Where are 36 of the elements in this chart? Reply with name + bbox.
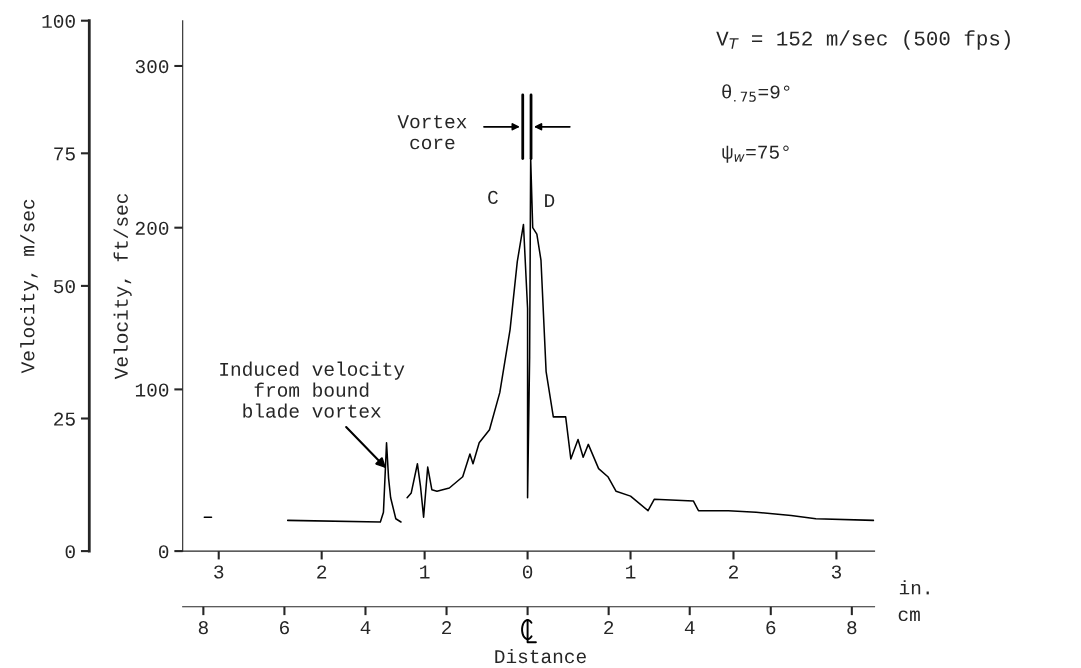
annotation: C xyxy=(488,190,498,204)
annotation: θ$_{.75}$=9° xyxy=(722,84,790,102)
x-axis-title: in. xyxy=(899,580,929,595)
annotation: V$_{T}$ = 152 m/sec (500 fps) xyxy=(716,30,1010,50)
annotation: ψ$_{w}$=75° xyxy=(722,145,789,163)
y-tick-label: 200 xyxy=(135,221,169,235)
y-tick-label: 0 xyxy=(159,545,169,559)
y-axis-title: Velocity, ft/sec xyxy=(113,193,132,380)
x-tick-label: 2 xyxy=(729,565,738,579)
x2-axis-title: cm xyxy=(898,610,920,622)
x-tick-label: 1 xyxy=(626,565,636,579)
annotation: Induced velocity from bound blade vortex xyxy=(220,361,405,418)
x2-tick-label: 6 xyxy=(280,621,289,635)
x2-tick-label: 4 xyxy=(360,621,371,635)
y2-tick-label: 75 xyxy=(54,147,75,161)
y2-axis-title: Velocity, m/sec xyxy=(20,199,39,374)
annotation: D xyxy=(545,194,555,207)
x2-tick-label: 6 xyxy=(766,621,776,635)
x-tick-label: 3 xyxy=(831,565,842,579)
y2-tick-label: 100 xyxy=(42,14,75,28)
y-tick-label: 100 xyxy=(135,383,169,397)
y2-tick-label: 0 xyxy=(65,545,75,559)
annotation: Vortex core xyxy=(397,115,467,150)
y2-tick-label: 50 xyxy=(53,279,75,294)
text: Distance xyxy=(495,648,586,664)
x2-tick-label: 4 xyxy=(684,621,695,635)
x2-tick-label: 8 xyxy=(847,621,857,635)
x-tick-label: 0 xyxy=(522,565,533,579)
x2-tick-label: 2 xyxy=(604,621,614,635)
y2-tick-label: 25 xyxy=(54,412,75,426)
x-tick-label: 1 xyxy=(420,565,430,579)
x2-tick-label: 2 xyxy=(442,621,451,635)
x2-tick-label: 8 xyxy=(198,621,208,635)
y-tick-label: 300 xyxy=(135,60,169,74)
x-tick-label: 3 xyxy=(214,565,224,579)
x-tick-label: 2 xyxy=(317,565,327,579)
